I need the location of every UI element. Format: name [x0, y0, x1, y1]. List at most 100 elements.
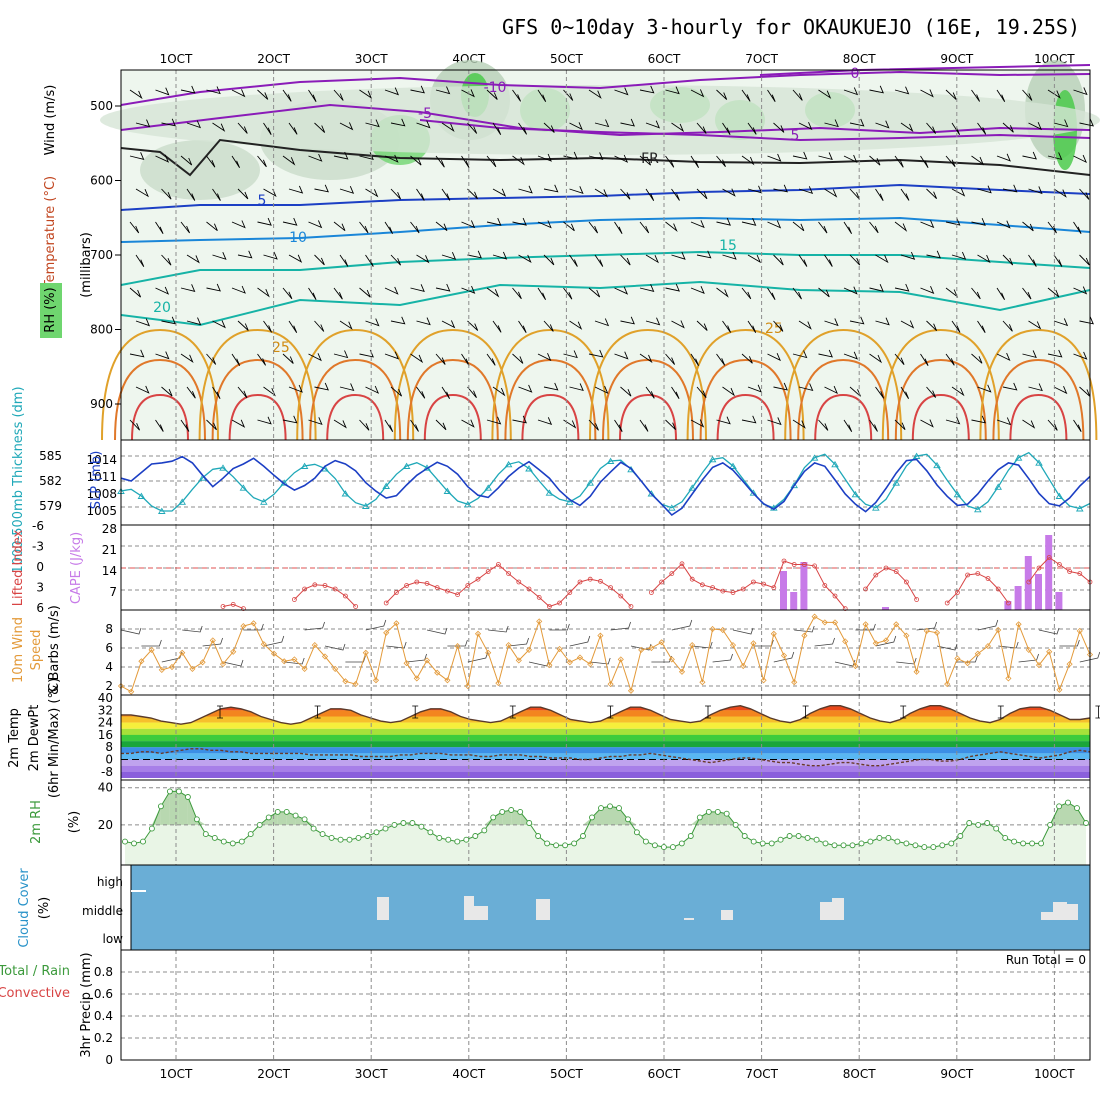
wind-barb: [869, 284, 884, 292]
wind-barb: [206, 419, 217, 431]
wind-barb: [467, 320, 479, 331]
rh2m-point: [355, 834, 362, 841]
wind-barb: [384, 286, 399, 295]
lifted-index-point: [1006, 600, 1011, 606]
wind10m-speed-point: [913, 668, 920, 675]
wind-barb: [741, 287, 752, 300]
temp-minmax-bar: [412, 705, 419, 719]
wind-barb: [365, 188, 379, 198]
wind-barb: [920, 419, 934, 428]
rh2m-point: [175, 788, 182, 795]
slp-ytick: 1011: [86, 470, 117, 484]
wind10m-speed-point: [138, 658, 145, 665]
millibars-axis-label: (millibars): [79, 232, 94, 298]
lifted-index-point: [547, 604, 552, 609]
wind10m-barb: [345, 655, 366, 663]
rh2m-point: [364, 833, 371, 839]
bottom-date-tick: 3OCT: [355, 1067, 388, 1081]
wind-barb: [767, 353, 781, 362]
wind-barb: [741, 218, 757, 226]
thickness-point: [1014, 454, 1023, 461]
wind-barb: [1079, 254, 1090, 266]
wind-barb: [537, 287, 547, 301]
rh2m-point: [508, 807, 515, 813]
thickness-axis-label: 1000-500mb Thickness (dm): [11, 386, 26, 573]
wind10m-barb: [549, 623, 570, 631]
wind-barb: [1022, 350, 1037, 359]
wind-barb: [543, 122, 555, 133]
precip-axis-label: 3hr Precip (mm): [79, 952, 94, 1057]
wind-barb: [384, 221, 394, 235]
wind-barb: [1022, 419, 1036, 429]
wind10m-speed-point: [1056, 686, 1063, 693]
wind10m-barb: [508, 637, 529, 647]
wind-barb: [282, 155, 296, 166]
wind-barb: [180, 419, 190, 432]
wind-barb: [135, 318, 151, 327]
temp-minmax-bar: [607, 705, 614, 719]
lifted-index-point: [893, 569, 899, 574]
wind-barb: [1079, 316, 1094, 325]
rh2m-point: [571, 840, 578, 847]
wind10m-speed-point: [699, 679, 706, 686]
wind-barb: [486, 89, 498, 100]
wind-barb: [849, 118, 865, 127]
rh2m-point: [1038, 840, 1045, 847]
wind-barb: [186, 120, 202, 129]
wind10m-speed-point: [831, 619, 839, 626]
lifted-index-point: [863, 586, 868, 592]
precip-ytick: 0.4: [94, 1009, 113, 1023]
wind-barb: [461, 155, 470, 169]
wind-barb: [1079, 118, 1094, 127]
wind-barb: [767, 153, 782, 162]
wind-barb: [537, 89, 547, 102]
wind10m-speed-point: [383, 629, 390, 636]
wind-barb: [594, 119, 610, 128]
top-date-tick: 3OCT: [355, 52, 388, 66]
wind-barb: [263, 386, 276, 397]
wind10m-barb: [936, 643, 958, 651]
dewpt2m-axis-label: 2m DewPt: [27, 705, 42, 772]
wind-barb: [951, 386, 965, 397]
wind-barb: [977, 122, 987, 135]
wind-barb: [314, 122, 326, 133]
wind-barb: [690, 220, 705, 229]
wind10m-speed-point: [413, 675, 420, 682]
wind-barb: [410, 155, 422, 166]
cloud-mid-bar: [1066, 904, 1078, 920]
wind-barb: [945, 155, 956, 167]
cloud-high-label: high: [97, 875, 123, 889]
wind-barb: [390, 188, 402, 200]
wind-barb: [792, 221, 805, 232]
wind-barb: [645, 386, 655, 399]
wind10m-speed-point: [393, 620, 400, 627]
wind10m-barb: [855, 623, 876, 631]
wind-barb: [518, 384, 533, 393]
warm-isotherm: [423, 393, 482, 441]
top-date-tick: 2OCT: [257, 52, 290, 66]
rh2m-point: [966, 820, 973, 826]
wind-barb: [339, 320, 353, 330]
wind-barb: [747, 122, 757, 135]
thickness-point: [1035, 459, 1043, 466]
warm-isotherm: [992, 358, 1085, 441]
wind-barb: [798, 383, 814, 392]
wind-barb: [977, 254, 991, 264]
wind-barb: [639, 353, 653, 364]
temp-color-band: [121, 728, 1090, 735]
lifted-index-point: [679, 561, 685, 567]
isotherm-label: 0: [851, 66, 860, 82]
bottom-date-tick: 7OCT: [745, 1067, 778, 1081]
rh2m-point: [238, 838, 245, 845]
wind-barb: [441, 188, 451, 201]
wind-barb: [155, 221, 164, 235]
rh2m-point: [580, 833, 586, 839]
rh2m-point: [1083, 820, 1089, 826]
wind10m-barb: [814, 637, 835, 647]
wind-barb: [1073, 351, 1088, 360]
wind-barb: [945, 217, 961, 226]
wind-barb: [237, 320, 249, 331]
cape-bar: [1014, 586, 1022, 610]
wind-barb: [926, 250, 941, 259]
wind-barb: [792, 350, 808, 359]
